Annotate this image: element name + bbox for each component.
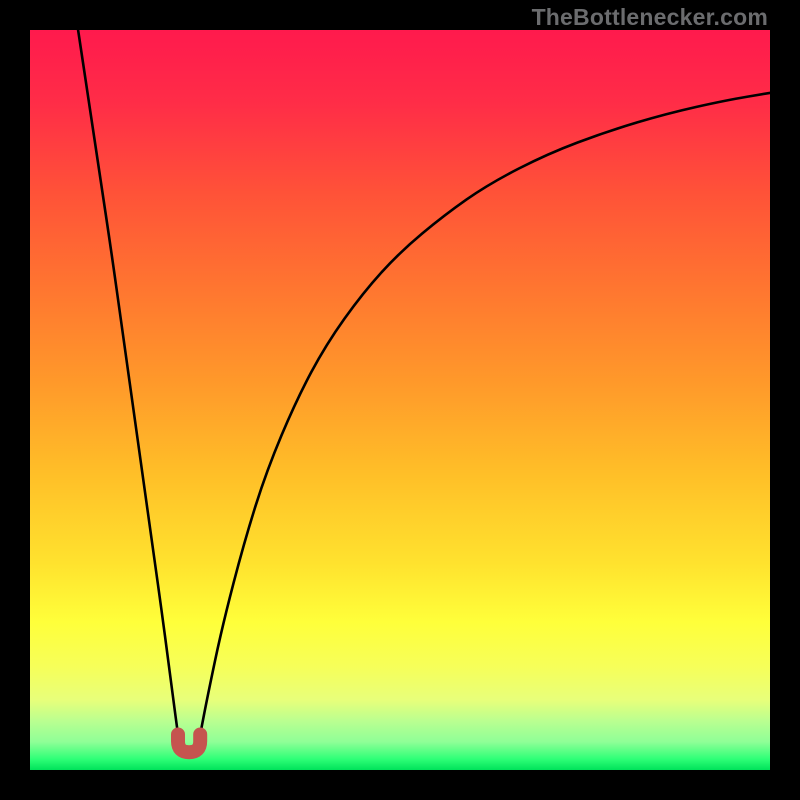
gradient-bg — [30, 30, 770, 770]
chart-svg — [30, 30, 770, 770]
plot-area — [30, 30, 770, 770]
watermark-text: TheBottlenecker.com — [532, 4, 768, 31]
